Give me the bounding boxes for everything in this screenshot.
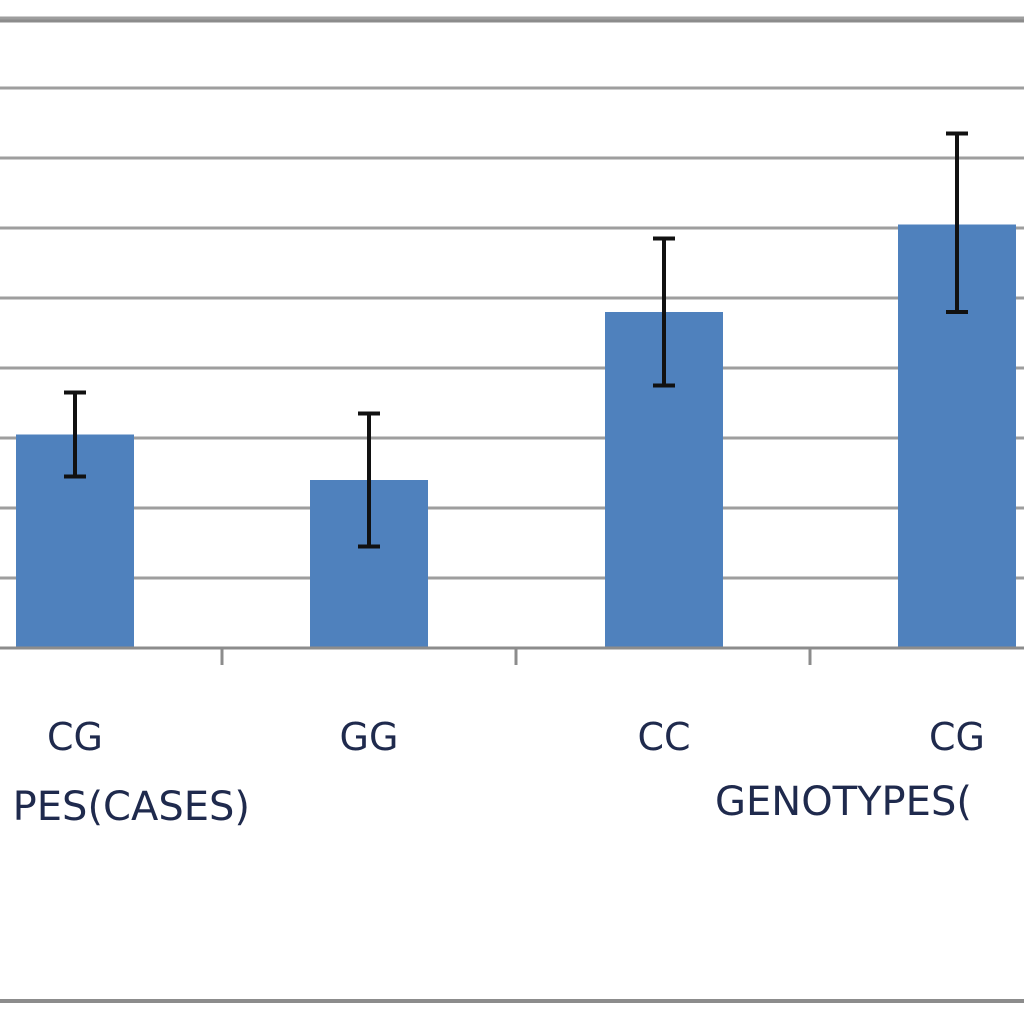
x-axis-labels: CG GG CC CG PES(CASES) GENOTYPES( [13, 715, 985, 830]
gridlines [0, 16, 1024, 580]
error-bars [64, 131, 968, 549]
error-bar [64, 390, 86, 479]
error-bar [653, 236, 675, 388]
error-bar [946, 131, 968, 314]
x-tick-label: CC [637, 715, 690, 759]
x-group-label: GENOTYPES( [715, 779, 972, 825]
x-tick-label: GG [340, 715, 399, 759]
x-group-label: PES(CASES) [13, 784, 250, 830]
x-axis-ticks [220, 648, 812, 665]
x-tick-label: CG [929, 715, 985, 759]
x-tick-label: CG [47, 715, 103, 759]
bars [16, 224, 1016, 648]
error-bar [358, 411, 380, 549]
